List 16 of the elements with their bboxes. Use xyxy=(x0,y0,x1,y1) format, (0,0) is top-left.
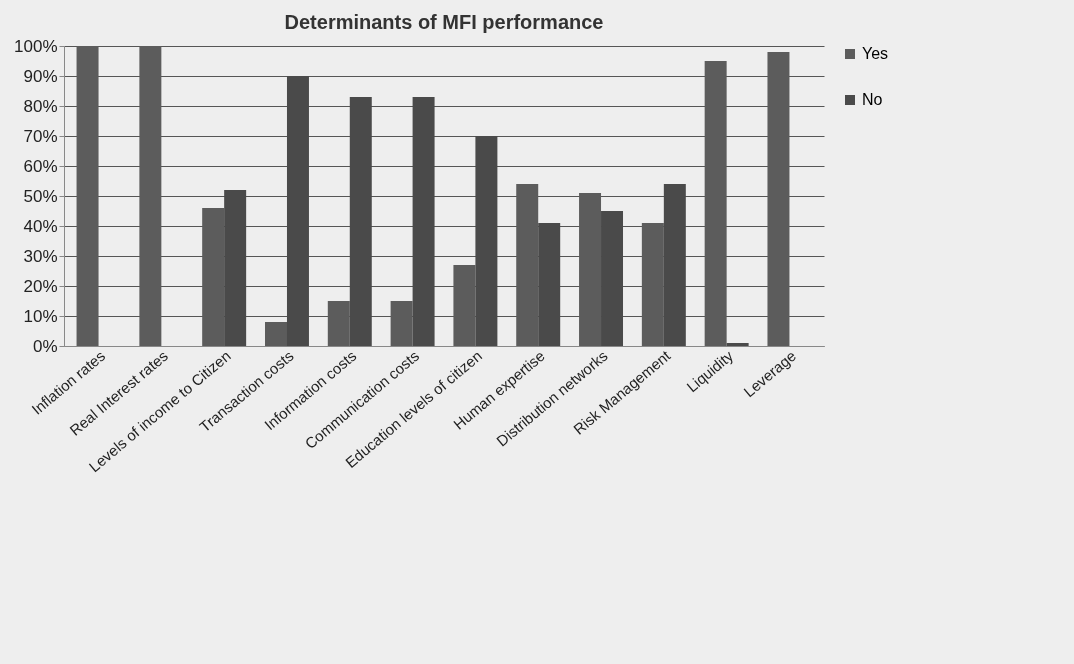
y-tick-label: 0% xyxy=(32,336,58,356)
y-tick-label: 20% xyxy=(23,276,58,296)
y-tick-label: 90% xyxy=(23,66,58,86)
chart-title: Determinants of MFI performance xyxy=(284,11,604,33)
y-tick-label: 80% xyxy=(23,96,58,116)
bar xyxy=(726,343,749,346)
y-tick-label: 100% xyxy=(14,36,58,56)
y-tick-label: 60% xyxy=(23,156,58,176)
y-tick-label: 10% xyxy=(23,306,58,326)
y-tick-label: 50% xyxy=(23,186,58,206)
bar xyxy=(264,322,287,346)
y-tick-label: 40% xyxy=(23,216,58,236)
legend-label: No xyxy=(862,91,883,108)
y-tick-label: 30% xyxy=(23,246,58,266)
legend-label: Yes xyxy=(862,45,889,62)
y-tick-label: 70% xyxy=(23,126,58,146)
